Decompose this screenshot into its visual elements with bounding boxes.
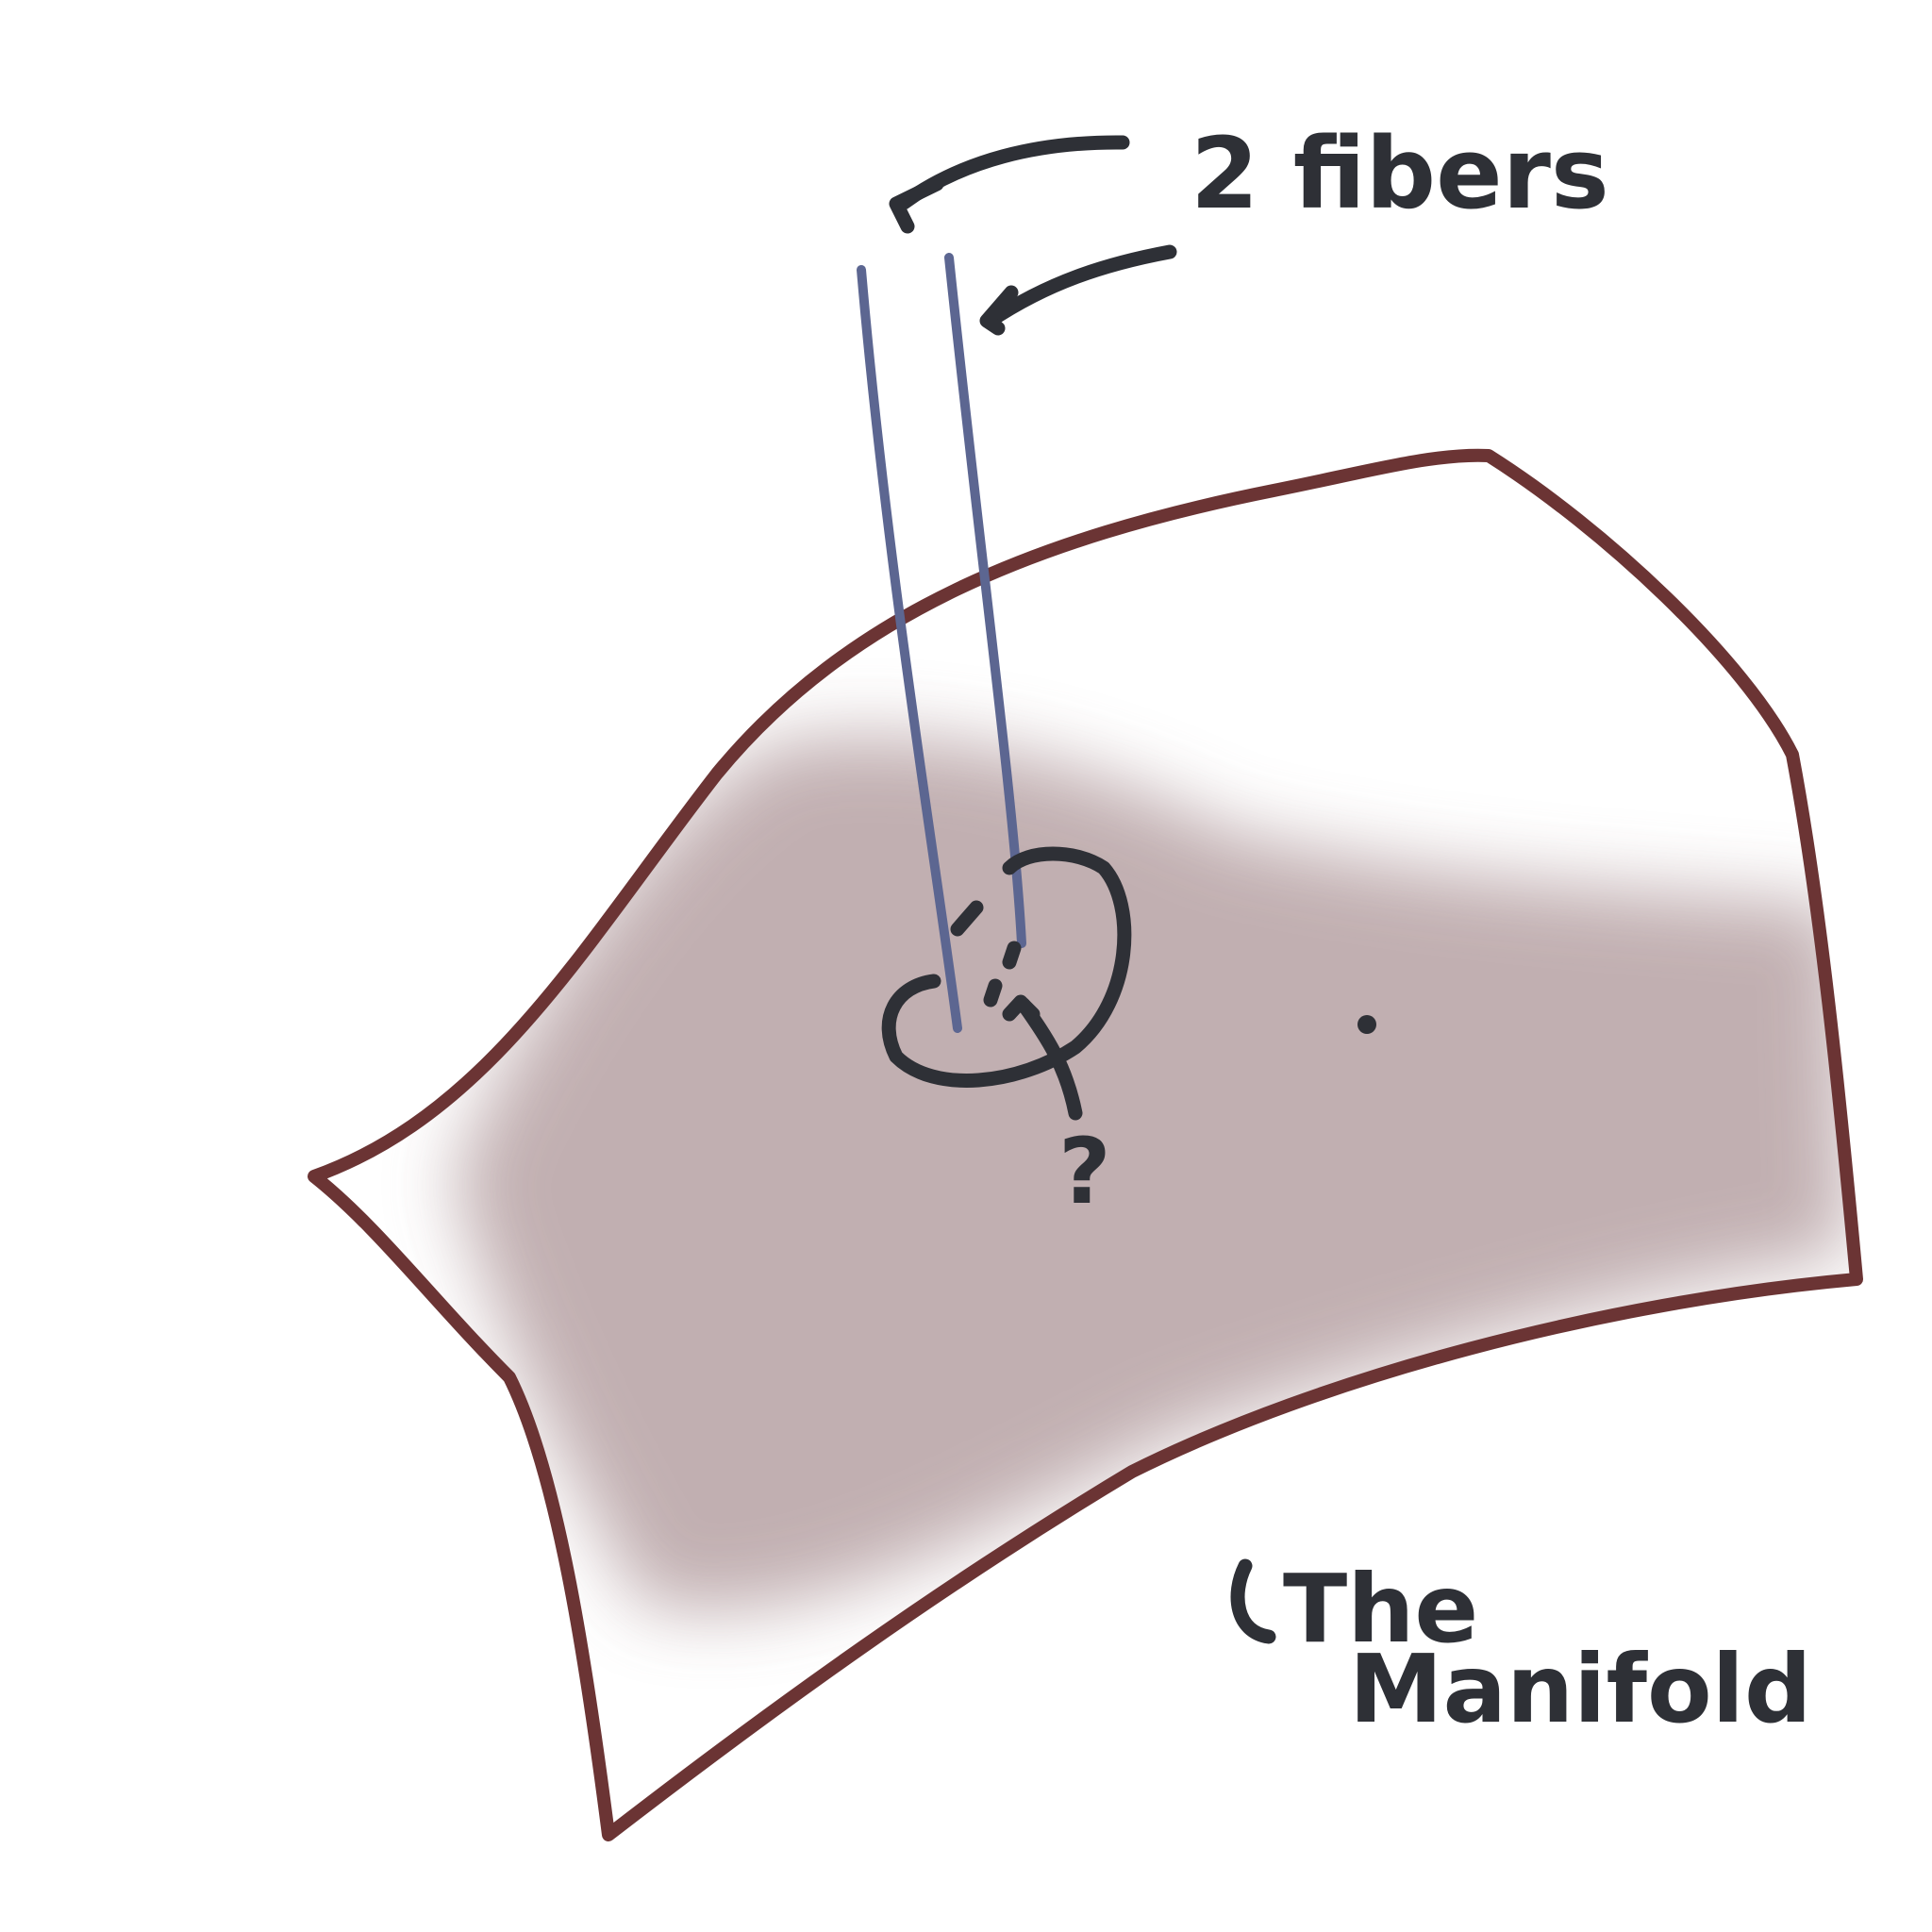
label-manifold-line1: The	[1283, 1554, 1478, 1664]
loop-dash-middle	[1002, 941, 1022, 970]
manifold-bracket	[1230, 1558, 1276, 1644]
annotations	[881, 135, 1276, 1644]
loop-dash-upper	[950, 900, 984, 937]
manifold-shading	[453, 736, 1849, 1611]
label-manifold-line2: Manifold	[1349, 1634, 1812, 1744]
arrowhead-left-fiber	[889, 176, 944, 234]
label-question: ?	[1058, 1119, 1111, 1224]
loop-circle	[881, 846, 1132, 1088]
fiber-right	[944, 253, 1026, 948]
manifold-point	[1357, 1015, 1376, 1034]
label-fibers: 2 fibers	[1191, 116, 1609, 231]
fibers	[857, 253, 1026, 1033]
arrowhead-question	[1002, 994, 1041, 1022]
fiber-left	[857, 265, 962, 1033]
arrow-right-fiber	[983, 244, 1177, 328]
arrowhead-right-fiber	[979, 285, 1019, 336]
manifold-outline	[308, 448, 1863, 1841]
arrow-left-fiber	[896, 135, 1130, 210]
loop-dash-lower	[983, 978, 1003, 1008]
